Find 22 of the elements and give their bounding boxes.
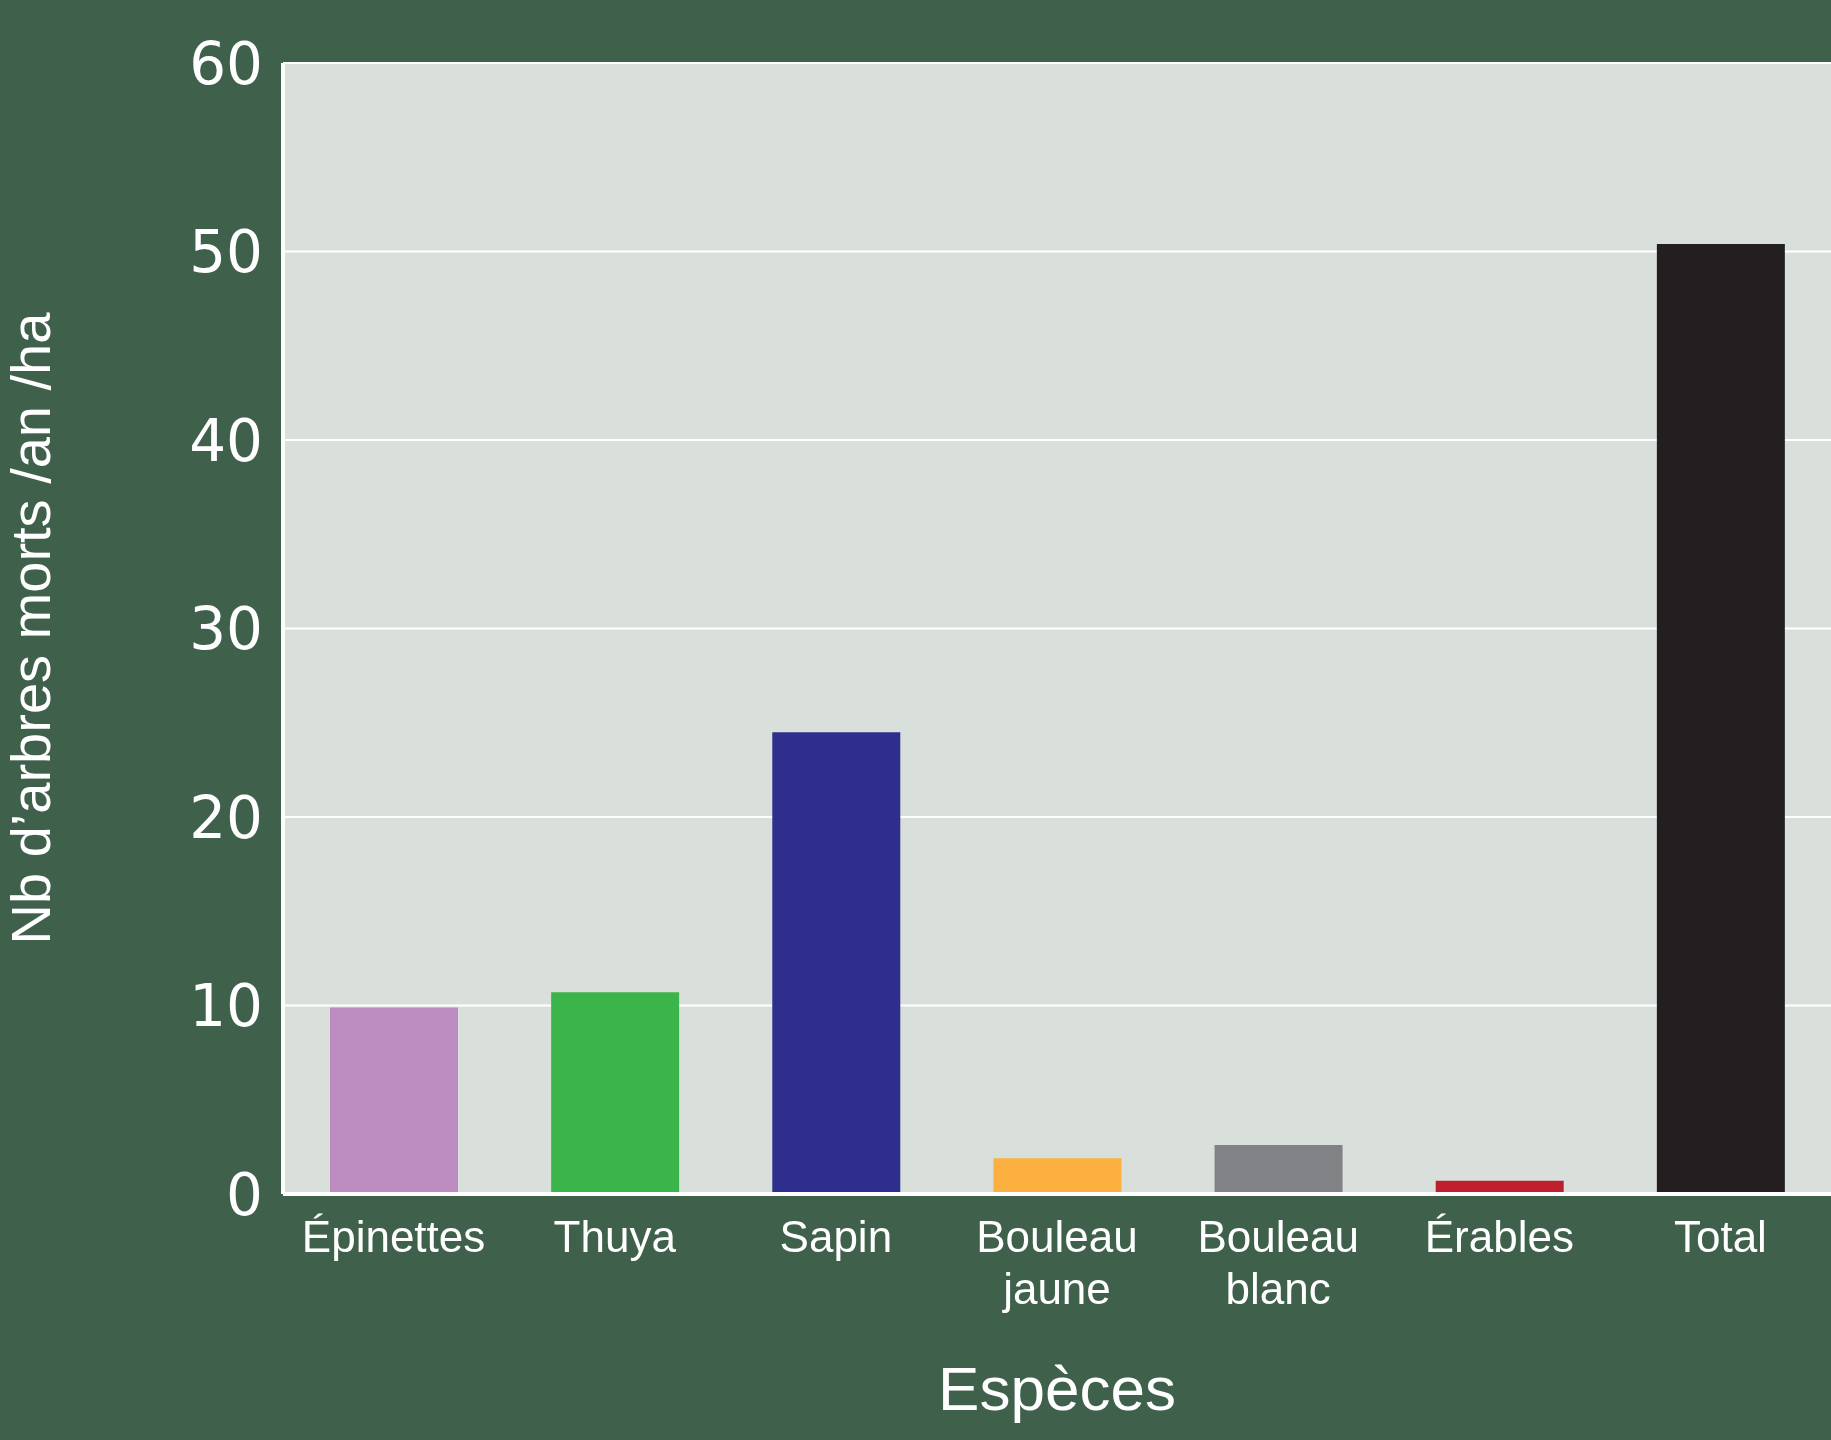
x-tick-label: Thuya [553,1212,677,1261]
x-axis-title: Espèces [938,1354,1176,1423]
x-tick-label: Érables [1424,1212,1574,1261]
y-tick-label: 10 [189,972,263,1041]
x-tick-label: Total [1673,1212,1767,1261]
x-tick-label: Sapin [779,1212,893,1261]
bar [330,1007,458,1194]
y-tick-label: 0 [226,1160,263,1229]
y-tick-label: 60 [189,29,263,98]
bar [1214,1144,1343,1194]
bar [772,732,901,1194]
y-tick-label: 40 [189,406,263,475]
x-tick-label: Épinettes [301,1212,486,1261]
x-tick-label: Bouleau jaune [976,1212,1138,1313]
y-tick-label: 50 [189,218,263,287]
y-axis-title: Nb d’arbres morts /an /ha [0,311,62,945]
bar [1656,243,1785,1194]
y-tick-label: 30 [189,595,263,664]
bar [993,1158,1122,1194]
bar [551,992,680,1194]
y-tick-label: 20 [189,783,263,852]
x-tick-label: Bouleau blanc [1197,1212,1359,1313]
